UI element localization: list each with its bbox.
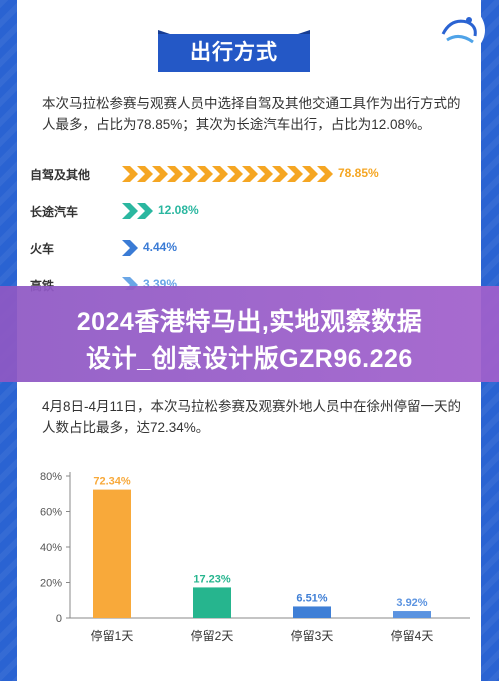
transport-category-label: 自驾及其他 [30, 168, 91, 182]
transport-bar-3 [122, 240, 138, 256]
stay-value-label: 6.51% [296, 592, 327, 604]
transport-bar-chevron [197, 166, 213, 182]
transport-bar-chevron [122, 203, 138, 219]
transport-bar-chevron [167, 166, 183, 182]
transport-value-label: 78.85% [338, 166, 379, 180]
stay-bar-4 [393, 611, 431, 618]
section-title-ribbon [158, 30, 310, 72]
transport-bar-chevron [272, 166, 288, 182]
transport-bar-chevron [212, 166, 228, 182]
transport-bar-chevron [122, 240, 138, 256]
stay-bar-1 [93, 489, 131, 618]
stay-category-label: 停留4天 [391, 628, 434, 643]
stay-category-label: 停留2天 [191, 628, 234, 643]
transport-value-label: 4.44% [143, 240, 178, 254]
transport-bar-chevron [242, 166, 258, 182]
transport-value-label: 12.08% [158, 203, 199, 217]
transport-bar-chevron [302, 166, 318, 182]
transport-bar-2 [122, 203, 153, 219]
transport-bar-chevron [152, 166, 168, 182]
section-title: 出行方式 [190, 41, 278, 64]
stay-bar-2 [193, 587, 231, 618]
stay-duration-summary-text: 4月8日-4月11日，本次马拉松参赛及观赛外地人员中在徐州停留一天的人数占比最多… [42, 399, 462, 435]
transport-bar-chevron [182, 166, 198, 182]
transport-mode-chart [122, 166, 333, 290]
y-tick-label: 20% [40, 578, 62, 590]
transport-bar-chevron [257, 166, 273, 182]
y-tick-label: 40% [40, 542, 62, 554]
transport-category-label: 长途汽车 [30, 205, 79, 219]
y-tick-label: 60% [40, 507, 62, 519]
stay-value-label: 72.34% [93, 476, 131, 488]
y-tick-label: 80% [40, 471, 62, 483]
banner-line-1: 2024香港特马出,实地观察数据 [76, 308, 423, 336]
transport-bar-chevron [227, 166, 243, 182]
transport-bar-chevron [122, 166, 138, 182]
transport-bar-1 [122, 166, 333, 182]
stay-category-label: 停留1天 [91, 628, 134, 643]
transport-bar-chevron [137, 203, 153, 219]
transport-summary-text: 本次马拉松参赛与观赛人员中选择自驾及其他交通工具作为出行方式的人最多，占比为78… [42, 96, 461, 132]
stay-value-label: 3.92% [396, 597, 427, 609]
transport-bar-chevron [317, 166, 333, 182]
stay-value-label: 17.23% [193, 573, 231, 585]
transport-bar-chevron [137, 166, 153, 182]
stay-bar-3 [293, 606, 331, 618]
y-tick-label: 0 [56, 613, 62, 625]
transport-bar-chevron [287, 166, 303, 182]
overlay-banner [0, 286, 499, 382]
banner-line-2: 设计_创意设计版GZR96.226 [86, 345, 413, 373]
transport-category-label: 火车 [30, 242, 55, 256]
stay-category-label: 停留3天 [291, 628, 334, 643]
stay-duration-chart: 0 20% 40% 60% 80% 72.34% 停留1天 17.23% 停留2天 6.51% 停留… [40, 471, 470, 643]
marathon-logo-icon [437, 6, 485, 54]
